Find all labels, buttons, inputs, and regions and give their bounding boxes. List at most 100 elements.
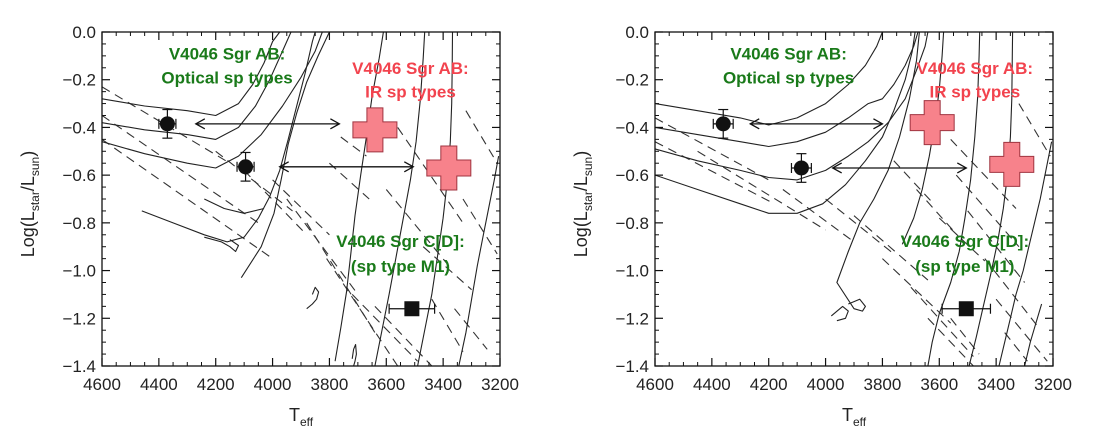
chart0-plot-area	[102, 32, 500, 366]
chart1-ytick-label-7: −1.4	[615, 357, 649, 376]
chart1-track-4	[836, 32, 920, 312]
chart1-ytick-label-4: −0.8	[615, 214, 649, 233]
chart0-dashed-line-15	[454, 308, 488, 350]
chart0-dashed-line-8	[326, 258, 399, 366]
chart0-dashed-line-0	[102, 86, 231, 164]
chart0-ytick-label-5: −1.0	[62, 262, 96, 281]
chart1-dashed-line-3	[782, 189, 855, 243]
chart0-ir-cross-marker-1	[426, 145, 472, 191]
chart0-arrow-head-left-0	[194, 118, 206, 130]
chart1-arrow-head-left-0	[748, 118, 760, 130]
chart1-dashed-line-5	[853, 215, 929, 281]
chart1-arrow-0	[748, 118, 884, 130]
chart0-dashed-line-12	[397, 127, 464, 224]
chart0-xtick-label-6: 3400	[424, 375, 462, 394]
chart1-optical-marker-0	[715, 116, 731, 132]
chart0-optical-point-0	[158, 108, 177, 139]
chart0-arrow-1	[278, 161, 415, 173]
chart0-annotation-5: (sp type M1)	[351, 257, 450, 276]
chart1-dashed-line-18	[938, 217, 986, 262]
chart1-ytick-label-5: −1.0	[615, 262, 649, 281]
chart0-ytick-label-7: −1.4	[62, 357, 96, 376]
chart1-arrow-head-right-1	[956, 162, 968, 174]
chart0-dashed-line-6	[286, 198, 359, 295]
chart0-dashed-line-1	[102, 115, 259, 224]
chart1-xtick-label-1: 4400	[693, 375, 731, 394]
chart1-ir-cross-marker-1	[989, 141, 1035, 187]
chart0-xtick-label-7: 3200	[481, 375, 519, 394]
chart1-track-9	[830, 305, 849, 322]
chart1-arrow-head-left-1	[831, 162, 842, 174]
chart1-track-10	[1024, 303, 1043, 366]
chart1-square-marker	[958, 301, 974, 317]
chart0-track-8	[458, 156, 500, 366]
chart1-dashed-line-4	[825, 198, 895, 255]
chart1-y-axis-label: Log(Lstar/Lsun)	[571, 151, 595, 257]
chart1-track-3	[655, 32, 916, 214]
chart1-xtick-label-6: 3400	[977, 375, 1015, 394]
chart1-annotation-2: V4046 Sgr AB:	[917, 59, 1034, 78]
chart0-track-11	[306, 286, 320, 310]
chart1-track-1	[655, 32, 919, 148]
chart0-track-4	[240, 32, 330, 278]
chart0-ytick-label-1: −0.2	[62, 71, 96, 90]
chart0-annotation-2: V4046 Sgr AB:	[352, 59, 469, 78]
chart0-arrow-head-right-1	[403, 161, 415, 173]
chart0-track-0	[102, 32, 281, 117]
chart1-x-axis-label: Teff	[842, 405, 867, 429]
chart0-annotation-1: Optical sp types	[161, 68, 292, 87]
chart0-arrow-head-left-1	[278, 161, 289, 173]
chart0-optical-marker-1	[238, 159, 254, 175]
chart0-dashed-line-5	[272, 179, 330, 236]
chart0-ytick-label-0: 0.0	[72, 23, 96, 42]
chart0-track-7	[417, 32, 454, 366]
chart1-xtick-label-2: 4200	[750, 375, 788, 394]
chart0-xtick-label-3: 4000	[254, 375, 292, 394]
chart1-arrow-head-right-0	[873, 118, 884, 130]
chart0-arrow-head-right-0	[330, 118, 341, 130]
chart0-ytick-label-3: −0.6	[62, 166, 96, 185]
chart1-ytick-label-0: 0.0	[625, 23, 649, 42]
chart1-track-0	[655, 32, 883, 126]
chart0-xtick-label-0: 4600	[83, 375, 121, 394]
chart1-ytick-label-2: −0.4	[615, 118, 649, 137]
chart1-xtick-label-7: 3200	[1034, 375, 1072, 394]
chart1-xtick-label-5: 3600	[920, 375, 958, 394]
chart0-track-5	[334, 32, 384, 362]
chart0-dashed-line-16	[465, 110, 498, 164]
chart1-dashed-line-19	[950, 317, 980, 355]
chart0-dashed-line-18	[329, 162, 370, 200]
chart1-dashed-line-15	[1018, 103, 1051, 157]
chart0-square-point	[388, 301, 436, 317]
chart1-ytick-label-3: −0.6	[615, 166, 649, 185]
chart1-annotation-1: Optical sp types	[723, 68, 854, 87]
chart1-dashed-line-10	[955, 174, 1020, 248]
chart1-xtick-label-3: 4000	[807, 375, 845, 394]
chart0-annotation-3: IR sp types	[365, 83, 456, 102]
chart0-dashed-line-9	[351, 294, 418, 362]
chart0-track-1	[102, 32, 292, 140]
chart0-track-12	[351, 343, 357, 366]
chart0-dashed-line-10	[374, 306, 433, 366]
chart0-arrow-0	[194, 118, 341, 130]
chart1-annotation-3: IR sp types	[929, 83, 1020, 102]
chart0-dashed-line-2	[102, 138, 273, 260]
chart0-optical-point-1	[236, 151, 255, 182]
chart0-xtick-label-2: 4200	[197, 375, 235, 394]
chart0-track-10	[204, 236, 240, 253]
chart1-track-6	[927, 32, 981, 366]
chart0-ytick-label-4: −0.8	[62, 214, 96, 233]
chart1-dashed-line-8	[927, 317, 974, 366]
chart0-x-axis-label: Teff	[289, 405, 314, 429]
chart1-dashed-line-2	[697, 150, 826, 231]
chart0-track-9	[204, 198, 265, 214]
chart0-y-axis-label: Log(Lstar/Lsun)	[18, 151, 42, 257]
chart0-dashed-line-11	[385, 189, 450, 267]
chart0-xtick-label-4: 3800	[311, 375, 349, 394]
chart1-annotation-5: (sp type M1)	[915, 257, 1014, 276]
chart0-annotation-4: V4046 Sgr C[D]:	[336, 232, 464, 251]
chart0-optical-marker-0	[159, 116, 175, 132]
chart1-dashed-line-7	[910, 286, 974, 357]
chart0-dashed-line-19	[340, 136, 367, 157]
chart-panel-right: 4600 4400 4200 4000 3800 3600 3400 3200 0.0 −0.2 −…	[571, 23, 1072, 429]
